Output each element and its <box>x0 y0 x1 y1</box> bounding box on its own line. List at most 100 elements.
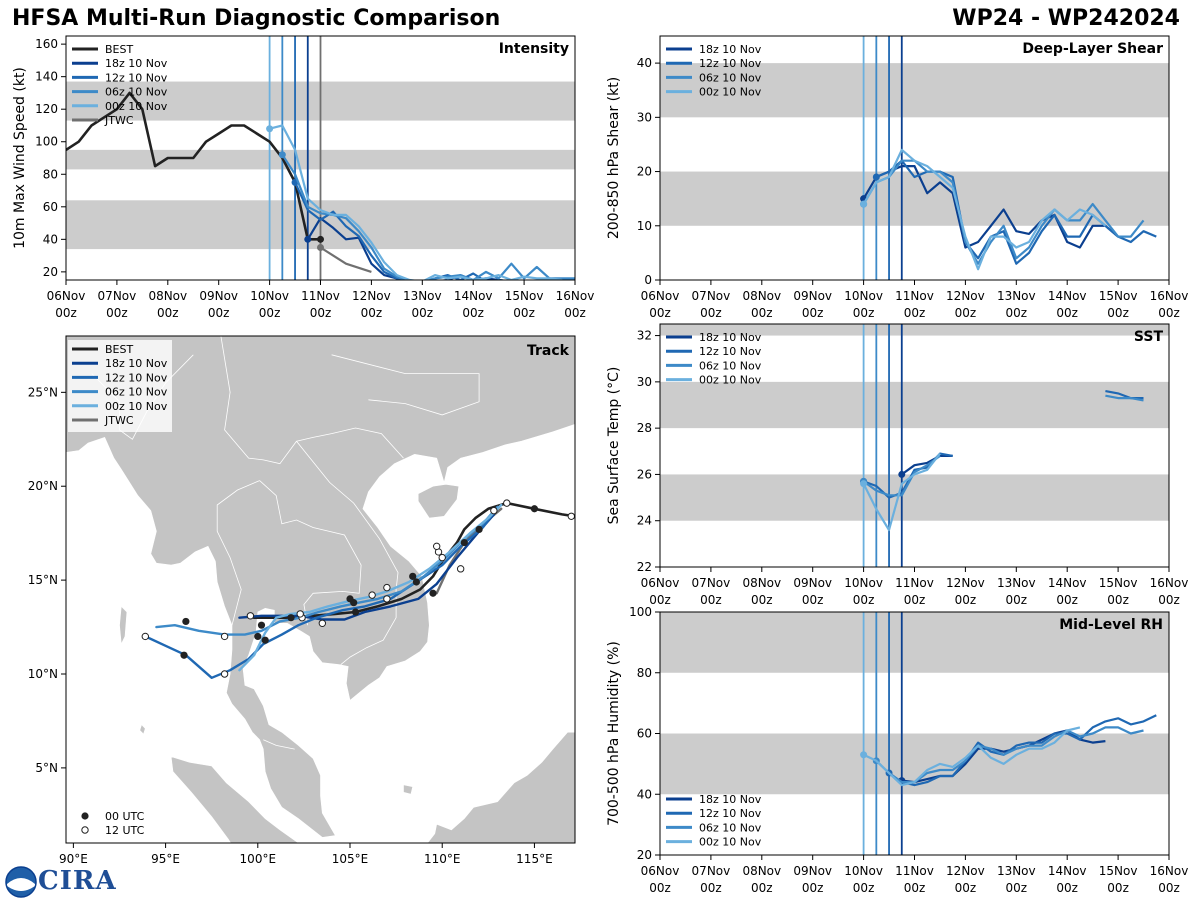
figure-title: HFSA Multi-Run Diagnostic Comparison <box>12 6 501 31</box>
series-start-marker <box>860 480 868 488</box>
y-tick-label: 20 <box>637 848 652 862</box>
legend-bg <box>68 340 172 432</box>
x-tick-sublabel: 00z <box>462 306 484 320</box>
y-tick-label: 140 <box>35 70 58 84</box>
y-tick-label: 28 <box>637 421 652 435</box>
legend-label: 18z 10 Nov <box>699 43 762 56</box>
y-tick-label: 120 <box>35 102 58 116</box>
series-line-00z-10-Nov <box>863 726 1081 787</box>
series-line-12z-10-Nov <box>875 159 1157 265</box>
plot-area <box>66 36 575 280</box>
y-tick-label: 5°N <box>35 761 58 775</box>
y-tick-label: 100 <box>629 605 652 619</box>
y-tick-label: 15°N <box>28 573 58 587</box>
x-tick-label: 11Nov <box>895 576 934 590</box>
x-tick-label: 10Nov <box>844 289 883 303</box>
y-tick-label: 20 <box>43 265 58 279</box>
x-tick-label: 100°E <box>240 852 277 866</box>
intensity-band <box>660 63 1169 118</box>
x-tick-sublabel: 00z <box>751 593 773 607</box>
legend-label: 00z 10 Nov <box>105 400 168 413</box>
panel-intensity: 20 40 60 80 100 120 140 160 06Nov 00z 07Nov 00z 08No… <box>12 35 594 320</box>
marker-12utc <box>141 632 150 641</box>
x-tick-label: 13Nov <box>403 289 442 303</box>
y-tick-label: 20 <box>637 165 652 179</box>
x-tick-sublabel: 00z <box>700 306 722 320</box>
x-tick-sublabel: 00z <box>1056 881 1078 895</box>
land-3 <box>427 731 575 843</box>
x-tick-label: 12Nov <box>352 289 391 303</box>
x-tick-label: 11Nov <box>301 289 340 303</box>
x-tick-sublabel: 00z <box>955 881 977 895</box>
x-tick-label: 14Nov <box>454 289 493 303</box>
series-line-06z-10-Nov <box>862 159 1145 265</box>
panel-shear: 0 10 20 30 40 06Nov 00z 07Nov 00z 08Nov 00z 09Nov 00… <box>606 35 1188 320</box>
marker-12utc <box>490 506 498 515</box>
series-start-marker <box>317 243 324 251</box>
border-line <box>220 336 404 465</box>
land-1 <box>417 483 460 519</box>
series-line-00z-10-Nov <box>269 124 563 280</box>
x-tick-sublabel: 00z <box>310 306 332 320</box>
x-tick-label: 14Nov <box>1048 576 1087 590</box>
legend-label: 06z 10 Nov <box>105 86 168 99</box>
legend-label: 12z 10 Nov <box>699 57 762 70</box>
x-tick-label: 10Nov <box>250 289 289 303</box>
marker-legend-label: 00 UTC <box>105 810 145 823</box>
x-tick-label: 09Nov <box>793 289 832 303</box>
intensity-band <box>660 324 1169 336</box>
marker-12utc <box>296 610 304 618</box>
marker-00utc <box>287 614 295 622</box>
y-axis-label: 10m Max Wind Speed (kt) <box>12 67 28 249</box>
legend-label: 12z 10 Nov <box>699 807 762 820</box>
marker-legend-12utc-icon <box>81 826 89 834</box>
x-tick-sublabel: 00z <box>802 881 824 895</box>
marker-12utc <box>438 553 446 562</box>
marker-00utc <box>351 608 360 616</box>
x-tick-sublabel: 00z <box>700 881 722 895</box>
series-start-marker <box>304 235 312 243</box>
x-tick-label: 07Nov <box>692 864 731 878</box>
x-tick-label: 11Nov <box>895 864 934 878</box>
y-tick-label: 60 <box>43 200 58 214</box>
x-tick-sublabel: 00z <box>751 306 773 320</box>
x-tick-sublabel: 00z <box>1158 306 1180 320</box>
x-tick-sublabel: 00z <box>412 306 434 320</box>
x-tick-label: 16Nov <box>1150 864 1189 878</box>
legend-label: 00z 10 Nov <box>699 374 762 387</box>
x-tick-label: 95°E <box>151 852 180 866</box>
plot-area <box>660 36 1169 280</box>
x-tick-label: 06Nov <box>641 289 680 303</box>
marker-00utc <box>460 538 468 547</box>
x-tick-label: 13Nov <box>997 576 1036 590</box>
legend-label: BEST <box>105 343 133 356</box>
series-start-marker <box>872 173 880 181</box>
marker-00utc <box>261 636 269 644</box>
x-tick-label: 15Nov <box>1099 864 1138 878</box>
x-tick-sublabel: 00z <box>649 881 671 895</box>
legend-label: 00z 10 Nov <box>699 86 762 99</box>
x-tick-label: 10Nov <box>844 576 883 590</box>
x-tick-label: 08Nov <box>742 576 781 590</box>
x-tick-sublabel: 00z <box>513 306 535 320</box>
track-line-06z-10-Nov <box>155 505 499 636</box>
x-tick-label: 14Nov <box>1048 864 1087 878</box>
x-tick-sublabel: 00z <box>1006 881 1028 895</box>
x-tick-sublabel: 00z <box>904 881 926 895</box>
panel-border <box>65 335 576 844</box>
track-line-12z-10-Nov <box>144 511 496 679</box>
series-line-12z-10-Nov <box>1105 390 1144 400</box>
intensity-band <box>660 612 1169 673</box>
legend-label: 06z 10 Nov <box>699 821 762 834</box>
x-tick-sublabel: 00z <box>564 306 586 320</box>
land-2 <box>170 756 300 843</box>
track-line-00z-10-Nov <box>238 503 503 672</box>
legend-label: JTWC <box>104 114 134 127</box>
legend-label: 12z 10 Nov <box>105 371 168 384</box>
x-tick-sublabel: 00z <box>904 593 926 607</box>
border-line <box>331 354 480 416</box>
